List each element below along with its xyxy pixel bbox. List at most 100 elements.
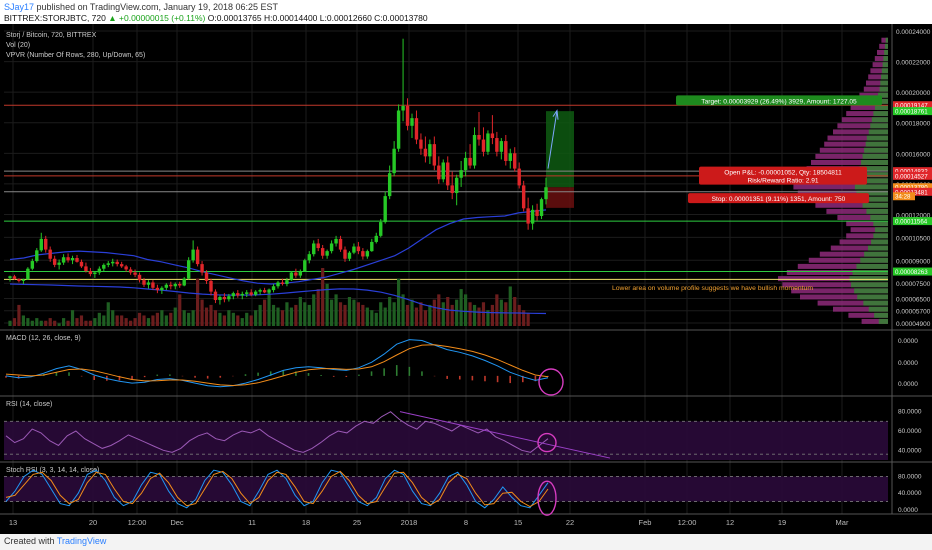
vpvr-up-bar	[860, 257, 888, 263]
vpvr-bar	[833, 306, 888, 312]
vpvr-up-bar	[882, 62, 888, 68]
volume-bar	[254, 310, 258, 326]
y-tick-label: 0.00018000	[896, 121, 931, 128]
vpvr-bar	[786, 270, 888, 276]
volume-bar	[30, 320, 34, 326]
author-link[interactable]: SJay17	[4, 2, 35, 12]
x-tick-label: 12	[726, 518, 734, 527]
created-with-text: Created with	[4, 536, 55, 546]
rsi-line	[5, 411, 549, 453]
vpvr-up-bar	[885, 37, 888, 43]
price-label-text: 0.00018761	[895, 109, 928, 116]
candle-body	[285, 280, 289, 284]
vpvr-up-bar	[852, 270, 888, 276]
volume-bar	[325, 283, 329, 326]
volume-bar	[218, 312, 222, 326]
volume-bar	[102, 315, 106, 326]
volume-bars	[8, 268, 530, 326]
vpvr-up-bar	[863, 300, 888, 306]
rsi-y-tick: 80.0000	[898, 409, 922, 416]
volume-bar	[517, 304, 521, 326]
chart-area[interactable]: Target: 0.00003929 (26.49%) 3929, Amount…	[0, 24, 932, 534]
volume-bar	[133, 318, 137, 326]
candle-body	[383, 196, 387, 223]
volume-bar	[227, 310, 231, 326]
candle-body	[93, 272, 97, 275]
ma-line-slow	[9, 283, 547, 315]
symbol-label: BITTREX:STORJBTC, 720	[4, 13, 106, 23]
candle-body	[70, 257, 75, 261]
vpvr-up-bar	[857, 172, 888, 178]
vpvr-bar	[881, 37, 888, 43]
volume-bar	[280, 310, 285, 326]
vpvr-up-bar	[861, 159, 888, 165]
candle-body	[44, 238, 48, 250]
volume-bar	[361, 304, 365, 326]
candle-body	[468, 157, 472, 166]
candle-body	[17, 278, 21, 281]
volume-bar	[39, 320, 43, 326]
vpvr-bar	[830, 245, 888, 251]
volume-bar	[459, 289, 463, 326]
macd-y-tick: 0.0000	[898, 360, 918, 367]
vpvr-bar	[817, 300, 888, 306]
rsi-title: RSI (14, close)	[6, 401, 52, 408]
candle-body	[169, 284, 173, 287]
candle-body	[227, 296, 231, 300]
stop-label-text: Stop: 0.00001351 (9.11%) 1351, Amount: 7…	[712, 196, 846, 203]
vpvr-up-bar	[881, 68, 888, 74]
volume-bar	[495, 294, 499, 326]
vpvr-up-bar	[854, 288, 888, 294]
volume-bar	[522, 310, 526, 326]
chart-title: Storj / Bitcoin, 720, BITTREX	[6, 32, 97, 39]
volume-bar	[526, 312, 530, 326]
volume-bar	[84, 320, 88, 326]
candle-body	[490, 133, 495, 139]
vpvr-up-bar	[856, 263, 888, 269]
vpvr-bar	[808, 257, 888, 263]
vpvr-up-bar	[871, 239, 888, 245]
volume-bar	[12, 318, 17, 326]
volume-bar	[146, 318, 151, 326]
candle-body	[66, 257, 70, 261]
y-tick-label: 0.00009000	[896, 258, 931, 265]
volume-bar	[289, 307, 293, 326]
chart-labels: Target: 0.00003929 (26.49%) 3929, Amount…	[6, 32, 882, 292]
vpvr-bar	[874, 56, 888, 62]
x-tick-label: 22	[566, 518, 574, 527]
candle-body	[521, 185, 526, 209]
volume-bar	[423, 310, 427, 326]
y-tick-label: 0.00010500	[896, 235, 931, 242]
candle-body	[236, 293, 240, 296]
volume-bar	[129, 320, 133, 326]
candle-body	[267, 290, 271, 293]
vpvr-bar	[850, 104, 888, 110]
volume-bar	[383, 307, 387, 326]
candle-body	[361, 251, 365, 257]
pnl-label-text: Open P&L: -0.00001052, Qty: 18504811	[724, 170, 842, 177]
vpvr-up-bar	[870, 214, 888, 220]
volume-bar	[365, 307, 369, 326]
indicator-panels: MACD (12, 26, close, 9) 0.0000 0.0000 0.000…	[0, 329, 932, 516]
volume-bar	[410, 299, 414, 326]
vpvr-bar	[837, 123, 888, 129]
volume-bar	[88, 320, 92, 326]
candle-body	[128, 269, 133, 273]
vpvr-bar	[846, 233, 888, 239]
vpvr-up-bar	[859, 166, 888, 172]
volume-bar	[414, 307, 419, 326]
candle-body	[303, 260, 307, 271]
stoch-k-line	[5, 469, 549, 509]
price-label-box	[893, 107, 932, 116]
brand-link[interactable]: TradingView	[56, 536, 107, 546]
volume-bar	[455, 299, 459, 326]
candle-body	[61, 257, 66, 263]
chart-svg[interactable]: Target: 0.00003929 (26.49%) 3929, Amount…	[0, 24, 932, 534]
x-tick-label: 15	[514, 518, 522, 527]
x-tick-label: 19	[778, 518, 786, 527]
candle-body	[155, 287, 160, 291]
pnl-label-text: Risk/Reward Ratio: 2.91	[747, 178, 818, 185]
vpvr-up-bar	[858, 196, 888, 202]
stoch-d-line	[5, 470, 549, 508]
candle-body	[387, 173, 392, 197]
